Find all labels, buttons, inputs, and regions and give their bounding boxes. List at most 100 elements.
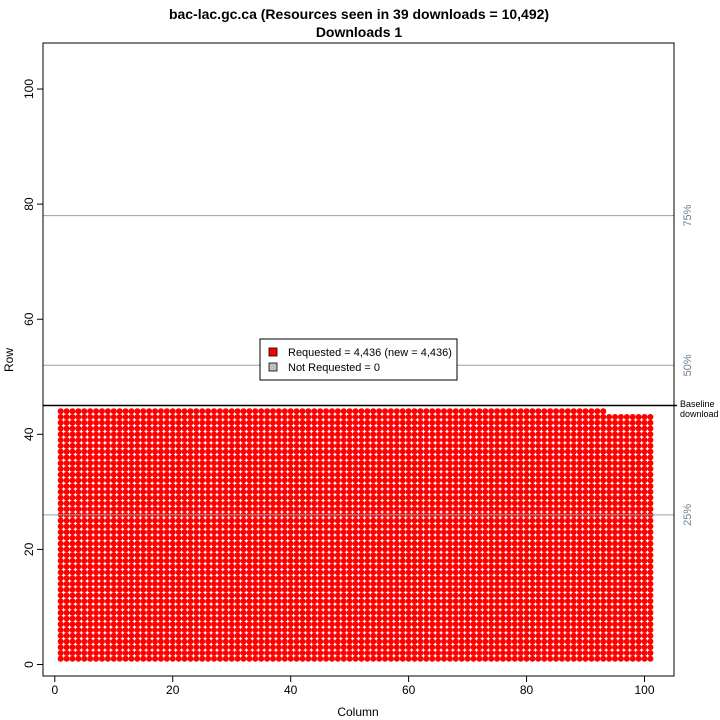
data-point [317, 586, 324, 593]
data-point [588, 460, 595, 467]
data-point [535, 615, 542, 622]
data-point [441, 419, 448, 426]
data-point [211, 437, 218, 444]
data-point [140, 506, 147, 513]
data-point [140, 454, 147, 461]
data-point [87, 609, 94, 616]
data-point [582, 609, 589, 616]
data-point [635, 437, 642, 444]
legend-label-requested: Requested = 4,436 (new = 4,436) [288, 347, 452, 359]
data-point [435, 575, 442, 582]
data-point [63, 494, 70, 501]
data-point [193, 586, 200, 593]
data-point [570, 632, 577, 639]
data-point [311, 431, 318, 438]
data-point [169, 442, 176, 449]
data-point [570, 506, 577, 513]
data-point [482, 425, 489, 432]
data-point [423, 603, 430, 610]
data-point [470, 431, 477, 438]
data-point [69, 488, 76, 495]
data-point [612, 632, 619, 639]
data-point [75, 437, 82, 444]
data-point [364, 546, 371, 553]
data-point [441, 414, 448, 421]
data-point [452, 419, 459, 426]
data-point [499, 465, 506, 472]
data-point [370, 477, 377, 484]
data-point [612, 517, 619, 524]
data-point [340, 649, 347, 656]
data-point [476, 454, 483, 461]
data-point [199, 437, 206, 444]
data-point [399, 517, 406, 524]
data-point [187, 621, 194, 628]
data-point [482, 534, 489, 541]
data-point [157, 465, 164, 472]
data-point [104, 517, 111, 524]
data-point [588, 454, 595, 461]
data-point [264, 425, 271, 432]
data-point [582, 471, 589, 478]
data-point [334, 540, 341, 547]
data-point [641, 500, 648, 507]
data-point [523, 414, 530, 421]
data-point [57, 483, 64, 490]
data-point [98, 465, 105, 472]
data-point [482, 431, 489, 438]
data-point [281, 638, 288, 645]
data-point [393, 586, 400, 593]
data-point [317, 431, 324, 438]
data-point [93, 534, 100, 541]
data-point [641, 546, 648, 553]
data-point [87, 483, 94, 490]
data-point [600, 580, 607, 587]
data-point [317, 552, 324, 559]
data-point [647, 494, 654, 501]
data-point [98, 431, 105, 438]
data-point [364, 603, 371, 610]
data-point [93, 615, 100, 622]
data-point [405, 644, 412, 651]
data-point [423, 471, 430, 478]
data-point [364, 494, 371, 501]
data-point [417, 517, 424, 524]
data-point [606, 609, 613, 616]
data-point [122, 419, 129, 426]
data-point [370, 483, 377, 490]
data-point [134, 655, 141, 662]
data-point [647, 546, 654, 553]
data-point [187, 437, 194, 444]
data-point [116, 494, 123, 501]
data-point [358, 649, 365, 656]
data-point [175, 500, 182, 507]
data-point [287, 414, 294, 421]
data-point [458, 483, 465, 490]
data-point [635, 523, 642, 530]
data-point [163, 598, 170, 605]
data-point [387, 575, 394, 582]
data-point [446, 609, 453, 616]
data-point [617, 471, 624, 478]
data-point [617, 494, 624, 501]
data-point [370, 644, 377, 651]
data-point [476, 471, 483, 478]
data-point [435, 644, 442, 651]
data-point [193, 419, 200, 426]
data-point [511, 517, 518, 524]
data-point [57, 638, 64, 645]
data-point [364, 598, 371, 605]
data-point [511, 626, 518, 633]
data-point [69, 460, 76, 467]
data-point [299, 557, 306, 564]
data-point [541, 431, 548, 438]
data-point [216, 655, 223, 662]
data-point [517, 546, 524, 553]
data-point [606, 477, 613, 484]
data-point [541, 603, 548, 610]
data-point [323, 408, 330, 415]
data-point [205, 425, 212, 432]
data-point [134, 465, 141, 472]
data-point [482, 563, 489, 570]
data-point [323, 621, 330, 628]
